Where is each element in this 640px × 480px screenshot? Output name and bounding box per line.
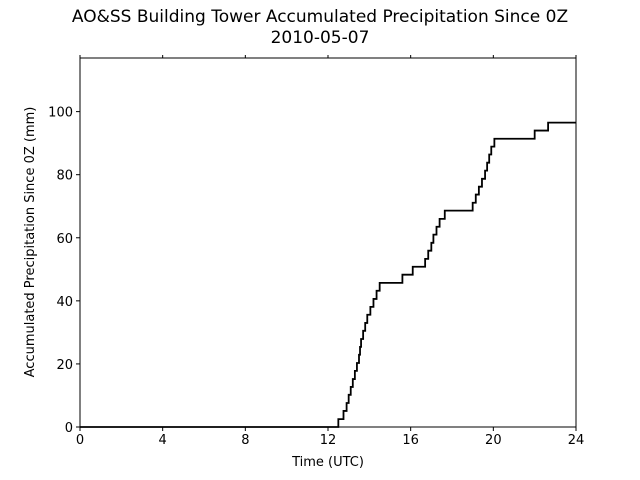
x-tick-label: 0 [76, 433, 84, 448]
y-tick-label: 20 [56, 358, 73, 373]
y-tick-label: 100 [48, 106, 73, 121]
x-tick-label: 16 [402, 433, 419, 448]
x-tick-label: 20 [485, 433, 502, 448]
chart-subtitle: 2010-05-07 [270, 28, 370, 48]
chart-title: AO&SS Building Tower Accumulated Precipi… [71, 7, 569, 27]
y-tick-label: 0 [65, 421, 73, 436]
y-axis-label: Accumulated Precipitation Since 0Z (mm) [23, 107, 38, 378]
x-axis-label: Time (UTC) [291, 455, 364, 470]
x-tick-label: 12 [320, 433, 337, 448]
x-tick-label: 24 [568, 433, 585, 448]
plot-frame [79, 57, 577, 428]
y-tick-label: 40 [56, 295, 73, 310]
precipitation-series-line [80, 121, 576, 428]
chart-title-block: AO&SS Building Tower Accumulated Precipi… [0, 7, 640, 49]
x-tick-label: 4 [159, 433, 167, 448]
y-tick-label: 80 [56, 169, 73, 184]
x-tick-label: 8 [241, 433, 249, 448]
y-tick-label: 60 [56, 232, 73, 247]
